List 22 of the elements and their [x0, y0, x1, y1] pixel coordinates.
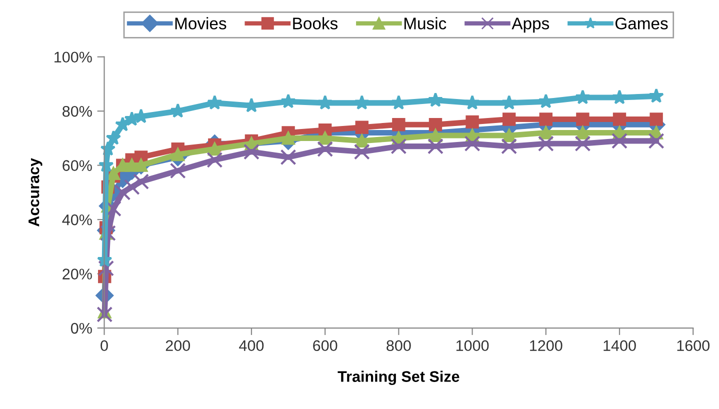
- x-tick-label: 400: [239, 340, 264, 352]
- legend-label: Games: [615, 18, 668, 30]
- y-tick-label: 20%: [62, 268, 92, 280]
- x-tick-label: 200: [166, 340, 190, 352]
- x-tick-label: 800: [386, 340, 411, 352]
- y-axis-title: Accuracy: [28, 158, 42, 226]
- legend-label: Music: [404, 17, 446, 30]
- legend-label: Movies: [175, 17, 226, 30]
- y-tick-label: 60%: [62, 160, 92, 172]
- y-tick-label: 100%: [54, 52, 92, 63]
- x-tick-label: 1600: [677, 340, 710, 352]
- x-tick-label: 1000: [456, 340, 489, 352]
- y-tick-label: 80%: [62, 106, 92, 117]
- y-tick-label: 0%: [70, 322, 92, 334]
- x-tick-label: 1200: [530, 340, 562, 352]
- x-axis-title: Training Set Size: [338, 370, 460, 386]
- x-tick-label: 0: [100, 340, 108, 352]
- legend-label: Apps: [512, 18, 550, 33]
- x-tick-label: 600: [313, 340, 338, 352]
- y-tick-label: 40%: [62, 214, 92, 226]
- legend-label: Books: [293, 17, 338, 30]
- x-tick-label: 1400: [604, 340, 636, 352]
